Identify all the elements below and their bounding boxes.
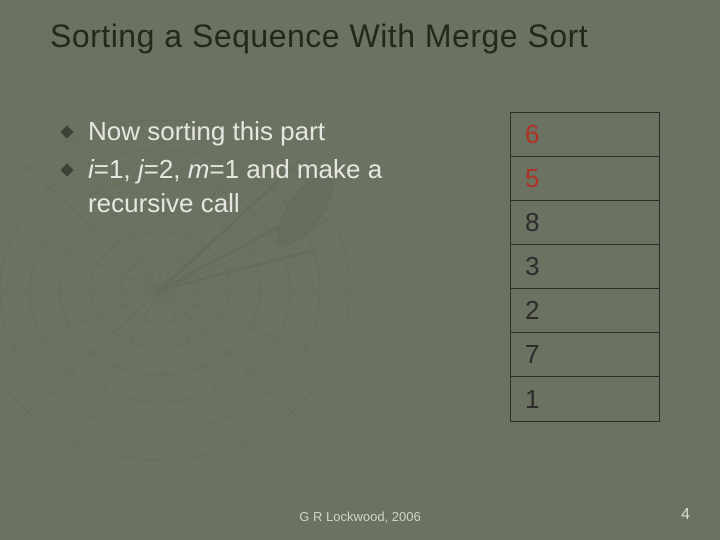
diamond-bullet-icon (60, 163, 74, 177)
bullet-text: i=1, j=2, m=1 and make a recursive call (88, 153, 440, 221)
diamond-bullet-icon (60, 125, 74, 139)
bullet-item: i=1, j=2, m=1 and make a recursive call (60, 153, 440, 221)
table-cell: 8 (511, 201, 659, 245)
table-cell: 5 (511, 157, 659, 201)
slide-title: Sorting a Sequence With Merge Sort (50, 18, 700, 55)
table-cell: 7 (511, 333, 659, 377)
text-segment: =1, (94, 154, 138, 184)
table-cell: 1 (511, 377, 659, 421)
var-m: m (188, 154, 210, 184)
bullet-text: Now sorting this part (88, 115, 325, 149)
table-cell: 6 (511, 113, 659, 157)
table-cell: 3 (511, 245, 659, 289)
sequence-table: 6 5 8 3 2 7 1 (510, 112, 660, 422)
text-segment: =2, (144, 154, 188, 184)
footer-credit: G R Lockwood, 2006 (0, 509, 720, 524)
bullet-list: Now sorting this part i=1, j=2, m=1 and … (60, 115, 440, 224)
page-number: 4 (681, 506, 690, 524)
table-cell: 2 (511, 289, 659, 333)
bullet-item: Now sorting this part (60, 115, 440, 149)
